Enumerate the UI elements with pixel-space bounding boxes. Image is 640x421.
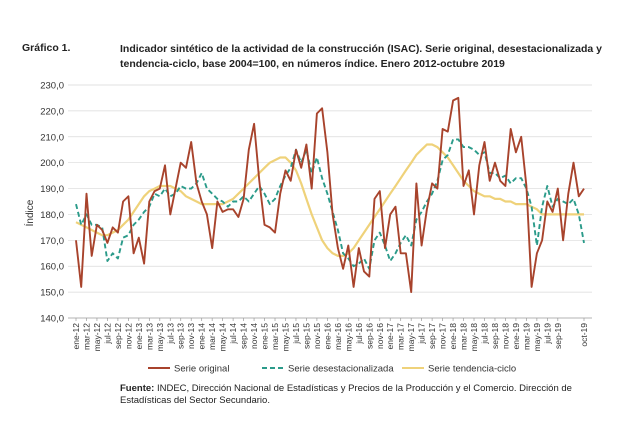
y-axis-label: Índice [23, 199, 36, 226]
x-tick-label: ene-18 [448, 323, 458, 350]
y-tick-label: 220,0 [40, 106, 64, 117]
x-tick-label: sep-12 [113, 323, 123, 349]
x-tick-label: ene-14 [197, 323, 207, 350]
y-tick-label: 140,0 [40, 314, 64, 325]
series-line-original [75, 96, 585, 294]
x-tick-label: sep-18 [490, 323, 500, 349]
x-tick-label: ene-13 [134, 323, 144, 350]
x-tick-label: mar-19 [521, 323, 531, 350]
y-tick-label: 210,0 [40, 132, 64, 143]
x-tick-label: may-16 [343, 323, 353, 352]
x-tick-label: mar-18 [459, 323, 469, 350]
x-tick-label: sep-16 [364, 323, 374, 349]
x-tick-label: nov-16 [375, 323, 385, 349]
source-prefix: Fuente: [120, 383, 155, 394]
x-tick-label: jul-14 [228, 323, 238, 345]
series-lines [75, 96, 585, 294]
x-tick-label: may-19 [532, 323, 542, 352]
y-tick-label: 230,0 [40, 81, 64, 92]
x-tick-label: mar-13 [144, 323, 154, 350]
legend-label-original: Serie original [174, 364, 229, 375]
x-tick-label: jul-15 [291, 323, 301, 345]
x-tick-label: mar-17 [396, 323, 406, 350]
x-tick-label: mar-16 [333, 323, 343, 350]
x-tick-label: may-15 [280, 323, 290, 352]
x-tick-label: ene-19 [511, 323, 521, 350]
x-tick-label: ene-16 [322, 323, 332, 350]
x-tick-label: oct-19 [579, 323, 589, 347]
x-tick-label: sep-15 [301, 323, 311, 349]
y-tick-label: 170,0 [40, 236, 64, 247]
x-tick-label: nov-14 [249, 323, 259, 349]
x-tick-label: sep-13 [176, 323, 186, 349]
y-tick-label: 180,0 [40, 210, 64, 221]
y-grid [68, 84, 592, 293]
x-tick-label: jul-18 [479, 323, 489, 345]
x-tick-label: sep-17 [427, 323, 437, 349]
x-tick-label: mar-14 [207, 323, 217, 350]
x-tick-label: may-13 [155, 323, 165, 352]
legend-label-tendencia: Serie tendencia-ciclo [428, 364, 516, 375]
x-tick-label: mar-15 [270, 323, 280, 350]
x-tick-label: nov-15 [312, 323, 322, 349]
x-tick-label: ene-15 [260, 323, 270, 350]
y-tick-label: 190,0 [40, 184, 64, 195]
x-tick-label: may-12 [92, 323, 102, 352]
x-tick-label: nov-17 [438, 323, 448, 349]
x-tick-label: nov-18 [500, 323, 510, 349]
figure-title: Indicador sintético de la actividad de l… [120, 43, 602, 70]
x-tick-label: jul-19 [542, 323, 552, 345]
x-tick-labels: ene-12 mar-12 may-12 jul-12 sep-12 nov-12 ene-… [71, 318, 589, 351]
x-tick-label: jul-16 [354, 323, 364, 345]
y-tick-labels: 140,0 150,0 160,0 170,0 180,0 190,0 200,0 210,0… [40, 81, 64, 325]
x-tick-label: jul-13 [165, 323, 175, 345]
x-tick-label: may-14 [218, 323, 228, 352]
legend-label-desestacionalizada: Serie desestacionalizada [288, 364, 394, 375]
x-tick-label: ene-12 [71, 323, 81, 350]
legend: Serie original Serie desestacionalizada Se… [148, 364, 516, 375]
x-tick-label: jul-17 [417, 323, 427, 345]
x-tick-label: jul-12 [102, 323, 112, 345]
y-tick-label: 150,0 [40, 288, 64, 299]
x-tick-label: may-18 [469, 323, 479, 352]
source-note: Fuente: INDEC, Dirección Nacional de Est… [120, 383, 610, 407]
x-tick-label: nov-12 [123, 323, 133, 349]
x-tick-label: nov-13 [186, 323, 196, 349]
x-tick-label: sep-19 [553, 323, 563, 349]
y-tick-label: 200,0 [40, 158, 64, 169]
x-tick-label: sep-14 [239, 323, 249, 349]
figure-label: Gráfico 1. [22, 42, 71, 54]
x-tick-label: mar-12 [81, 323, 91, 350]
source-text: INDEC, Dirección Nacional de Estadística… [120, 383, 572, 406]
y-tick-label: 160,0 [40, 262, 64, 273]
x-tick-label: may-17 [406, 323, 416, 352]
x-tick-label: ene-17 [385, 323, 395, 350]
